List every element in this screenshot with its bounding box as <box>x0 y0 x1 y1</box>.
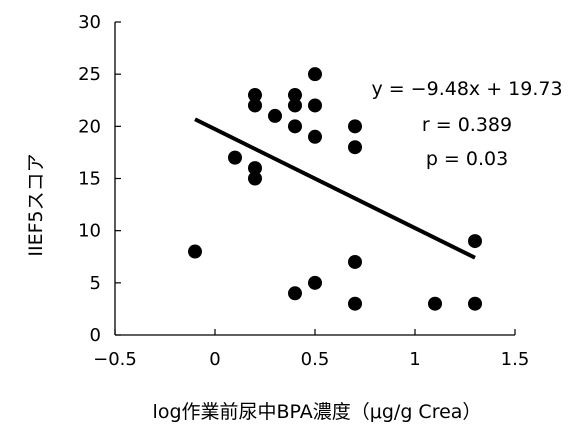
x-tick-label: 0.5 <box>301 349 330 370</box>
data-point <box>468 234 482 249</box>
data-point <box>248 98 262 113</box>
y-ticks: 0 5 10 15 20 25 30 <box>78 12 121 346</box>
annotation-r: r = 0.389 <box>422 114 512 136</box>
trendline-group <box>194 117 476 260</box>
data-point <box>308 275 322 290</box>
data-point <box>248 171 262 186</box>
data-point <box>268 108 282 123</box>
y-tick-label: 10 <box>78 221 101 242</box>
data-point <box>228 150 242 165</box>
y-tick-label: 5 <box>90 273 101 294</box>
x-tick-label: 1 <box>409 349 420 370</box>
data-point <box>288 88 302 103</box>
y-tick-label: 15 <box>78 169 101 190</box>
data-point <box>348 254 362 269</box>
data-point <box>288 119 302 134</box>
data-point <box>248 88 262 103</box>
data-point <box>428 296 442 311</box>
data-points <box>188 67 482 311</box>
x-tick-label: 1.5 <box>501 349 530 370</box>
data-point <box>188 244 202 259</box>
data-point <box>288 286 302 301</box>
y-tick-label: 30 <box>78 12 101 33</box>
data-point <box>348 296 362 311</box>
x-tick-label: −0.5 <box>93 349 137 370</box>
x-ticks: −0.5 0 0.5 1 1.5 <box>93 329 529 370</box>
data-point <box>288 98 302 113</box>
data-point <box>308 129 322 144</box>
annotation-p: p = 0.03 <box>426 148 508 170</box>
y-tick-label: 25 <box>78 64 101 85</box>
x-axis-label: log作業前尿中BPA濃度（μg/g Crea） <box>153 401 482 423</box>
y-axis-label: IIEF5スコア <box>25 153 47 256</box>
y-tick-label: 20 <box>78 116 101 137</box>
data-point <box>308 98 322 113</box>
annotation-equation: y = −9.48x + 19.73 <box>371 78 562 100</box>
data-point <box>348 119 362 134</box>
data-point <box>248 161 262 176</box>
x-tick-label: 0 <box>209 349 220 370</box>
y-tick-label: 0 <box>90 325 101 346</box>
trendline <box>194 117 476 260</box>
data-point <box>468 296 482 311</box>
data-point <box>348 140 362 155</box>
data-point <box>308 67 322 82</box>
